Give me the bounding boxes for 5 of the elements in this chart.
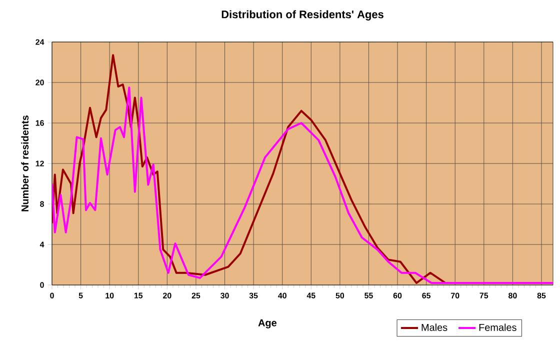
legend-label: Males (422, 324, 448, 331)
x-axis-title: Age (258, 319, 276, 328)
chart-title: Distribution of Residents' Ages (222, 10, 384, 21)
y-axis-title: Number of residents (21, 115, 29, 212)
legend-label: Females (479, 324, 516, 331)
